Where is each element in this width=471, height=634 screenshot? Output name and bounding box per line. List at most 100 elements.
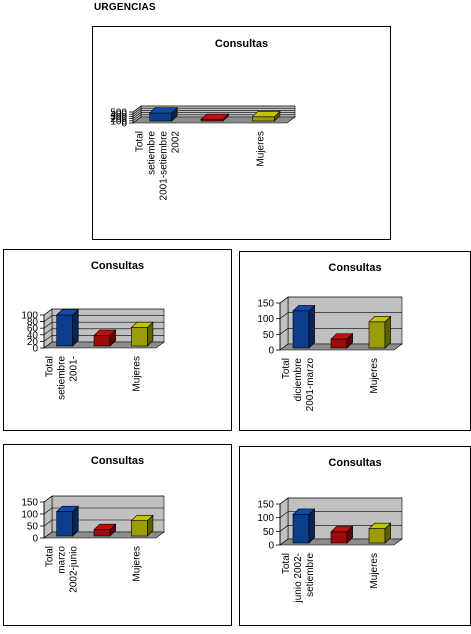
side-wall: [43, 308, 53, 349]
category-label: Totalsetiembre2001-: [45, 356, 80, 400]
y-tick-label: 100: [257, 513, 274, 524]
gridline: [43, 335, 164, 342]
gridline: [279, 525, 402, 532]
bar-front: [330, 338, 348, 349]
y-tick-label: 0: [32, 344, 38, 355]
y-tick-label: 0: [121, 119, 127, 130]
chart-plot: 0 50 100 150 Totaldiciembre2001-marzo Mujeres: [257, 296, 403, 412]
category-label: Totalmarzo2002-junio: [45, 546, 80, 593]
bar-side: [72, 308, 79, 347]
y-tick-label: 0: [32, 534, 38, 545]
side-wall: [43, 495, 53, 539]
y-tick-label: 400: [110, 110, 127, 121]
category-label: Totaldiciembre2001-marzo: [281, 358, 316, 412]
bar-top: [93, 329, 117, 336]
bar-top: [368, 522, 392, 529]
bar-front: [149, 112, 172, 122]
bar-front: [330, 531, 348, 544]
bar-front: [368, 321, 386, 349]
category-label: Mujeres: [255, 131, 266, 167]
chart-panel-2: Consultas 0 20 40 60 80 100 Totalsetiembre2001-…: [3, 249, 232, 431]
y-tick-label: 0: [268, 541, 274, 552]
bar-front: [131, 327, 148, 347]
bar-3: [130, 321, 154, 347]
bar-front: [56, 314, 73, 347]
bar-3: [368, 315, 392, 349]
chart-title: Consultas: [328, 457, 382, 469]
gridline: [132, 107, 295, 115]
bar-1: [148, 106, 179, 122]
chart-title: Consultas: [214, 38, 269, 50]
bar-2: [93, 523, 117, 537]
bar-top: [93, 523, 117, 530]
chart-panel-1: Consultas 0 100 200 300 400 500 Totalsetiembre2…: [92, 26, 391, 240]
chart-panel-4: Consultas 0 50 100 150 Totalmarzo2002-junio Mu…: [3, 444, 232, 626]
gridline: [279, 511, 402, 518]
bar-top: [148, 107, 179, 114]
bar-side: [308, 304, 315, 349]
y-tick-label: 50: [263, 330, 275, 341]
chart-panel-5: Consultas 0 50 100 150 Totaljunio 2002-setiem…: [239, 446, 471, 626]
y-tick-label: 150: [257, 299, 274, 310]
bar-2: [93, 329, 117, 347]
category-label: Totaljunio 2002-setiembre: [281, 553, 316, 604]
category-label: Totalsetiembre2001-setiembre2002: [135, 131, 182, 201]
y-tick-label: 100: [21, 311, 38, 322]
chart-plot: 0 50 100 150 Totaljunio 2002-setiembre Mujere…: [257, 497, 403, 604]
chart-panel-3: Consultas 0 50 100 150 Totaldiciembre2001-mar…: [239, 251, 471, 431]
bar-front: [252, 116, 275, 122]
gridline: [43, 495, 164, 503]
bar-1: [55, 505, 80, 537]
gridline: [43, 308, 164, 316]
chart-title: Consultas: [328, 262, 382, 274]
category-label: Mujeres: [369, 553, 380, 589]
gridline: [279, 296, 402, 304]
bar-2: [330, 525, 354, 544]
gridline: [43, 321, 164, 329]
bar-top: [330, 333, 354, 340]
bar-top: [200, 113, 230, 120]
y-tick-label: 100: [257, 314, 274, 325]
bar-1: [55, 308, 80, 347]
gridline: [279, 497, 402, 505]
gridline: [132, 114, 295, 122]
bar-3: [251, 110, 281, 122]
y-tick-label: 100: [110, 116, 127, 127]
bar-3: [130, 514, 154, 537]
chart-title: Consultas: [90, 455, 145, 467]
bar-top: [130, 515, 154, 522]
category-label: Mujeres: [131, 546, 142, 582]
bar-top: [55, 505, 80, 512]
y-tick-label: 0: [268, 346, 274, 357]
gridline: [43, 328, 164, 336]
gridline: [43, 315, 164, 322]
bar-top: [292, 305, 316, 312]
gridline: [43, 507, 164, 515]
y-tick-label: 200: [110, 114, 127, 125]
gridline: [132, 105, 295, 113]
y-tick-label: 500: [110, 108, 127, 119]
page-title: URGENCIAS: [94, 2, 156, 13]
gridline: [279, 312, 402, 319]
bar-side: [308, 508, 315, 544]
y-tick-label: 40: [27, 330, 39, 341]
y-tick-label: 300: [110, 112, 127, 123]
y-tick-label: 80: [27, 317, 39, 328]
bar-top: [368, 316, 392, 323]
bar-front: [56, 511, 73, 537]
y-tick-label: 60: [27, 324, 39, 335]
bar-front: [93, 335, 111, 347]
bar-front: [368, 528, 386, 544]
bar-top: [292, 508, 316, 515]
y-tick-label: 100: [21, 510, 38, 521]
bar-top: [55, 309, 80, 316]
gridline: [279, 328, 402, 335]
bar-3: [368, 522, 392, 544]
bar-1: [292, 508, 316, 544]
y-tick-label: 50: [263, 527, 275, 538]
gridline: [43, 519, 164, 527]
bar-top: [330, 526, 354, 533]
